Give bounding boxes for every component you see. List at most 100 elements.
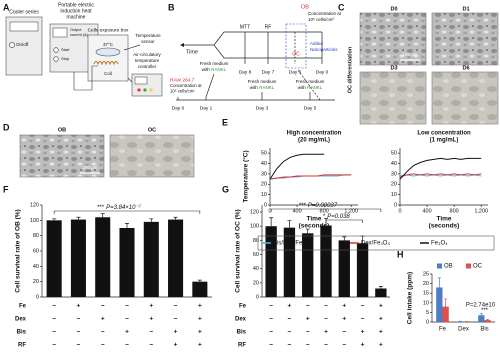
micrograph <box>431 12 499 66</box>
condition-mark: − <box>288 342 292 349</box>
micrograph <box>19 134 105 178</box>
error-bar <box>197 279 202 282</box>
cooler-display <box>9 21 39 32</box>
chart-title: High concentration <box>287 131 342 137</box>
condition-label: Bis <box>17 330 27 336</box>
panel-label: E <box>222 117 228 127</box>
panel-label: H <box>397 249 404 259</box>
error-bar <box>173 216 178 220</box>
y-tick-label: 0 <box>264 202 267 208</box>
condition-mark: + <box>306 316 310 323</box>
bar <box>356 243 369 297</box>
condition-mark: + <box>198 316 202 323</box>
chart-title: (20 mg/mL) <box>298 138 330 144</box>
label: RF <box>265 24 272 30</box>
condition-mark: + <box>324 329 328 336</box>
y-tick-label: 10 <box>423 300 429 306</box>
y-tick-label: 10 <box>261 192 267 198</box>
bar <box>320 225 332 297</box>
annotation: *** P=0.00037 <box>299 203 338 209</box>
machine-display <box>52 27 68 38</box>
label: Output <box>70 28 82 32</box>
label: 200 μm <box>82 165 97 170</box>
condition-mark: + <box>379 303 383 310</box>
label: OB <box>301 4 309 10</box>
x-tick-label: 1,200 <box>344 208 358 214</box>
indicator <box>143 88 147 92</box>
error-bar <box>444 298 448 315</box>
panel-label: C <box>338 2 345 12</box>
error-bar <box>305 228 310 234</box>
p-value: P=0.038 <box>327 214 350 220</box>
bracket <box>270 208 382 212</box>
x-tick-label: 800 <box>320 208 329 214</box>
label: Fresh medium <box>200 61 229 66</box>
y-tick-label: 0 <box>256 294 259 300</box>
condition-mark: + <box>198 329 202 336</box>
condition-mark: − <box>361 316 365 323</box>
label: OC <box>292 51 300 57</box>
label: Added <box>310 41 324 46</box>
significance: *** <box>299 203 307 209</box>
condition-mark: − <box>269 303 273 310</box>
legend-label: Bis/Dex/Fe₃O₄ <box>273 241 312 247</box>
p-value: P=3.84×10⁻⁷ <box>106 204 142 211</box>
y-tick-label: 80 <box>33 233 39 239</box>
condition-mark: + <box>101 316 105 323</box>
p-value: P=2.74e10 <box>466 302 496 308</box>
condition-mark: + <box>174 342 178 349</box>
significance: *** <box>481 308 489 314</box>
condition-label: RF <box>238 343 246 349</box>
annotation: *** P=3.84×10⁻⁷ <box>97 204 142 211</box>
label: D3 <box>390 65 397 71</box>
legend-swatch <box>466 263 471 269</box>
y-tick-label: 20 <box>253 280 259 286</box>
label: 10⁵ cells/cm² <box>170 89 195 94</box>
x-tick-label: Dex <box>458 327 469 333</box>
x-tick-label: 400 <box>292 208 301 214</box>
label: Cooler series <box>9 9 39 15</box>
bar <box>192 281 208 297</box>
condition-mark: − <box>324 342 328 349</box>
legend-label: Fe₃O₄ <box>431 241 448 247</box>
cable <box>127 77 133 83</box>
label: with RANKL <box>250 85 275 90</box>
y-tick-label: 40 <box>253 266 259 272</box>
label: RANKL <box>259 85 275 90</box>
label: machine <box>67 14 86 20</box>
y-tick-label: 0 <box>394 202 397 208</box>
bar <box>168 219 184 297</box>
label: RANKL <box>211 67 227 72</box>
condition-mark: − <box>269 342 273 349</box>
condition-label: RF <box>18 343 26 349</box>
bar <box>119 228 135 297</box>
error-bar <box>149 218 154 222</box>
label: Stop <box>61 56 70 61</box>
y-tick-label: 120 <box>250 210 259 216</box>
bracket <box>53 210 201 214</box>
condition-mark: − <box>52 316 56 323</box>
condition-label: Fe <box>239 304 247 310</box>
error-bar <box>287 220 292 228</box>
y-tick-label: 5 <box>426 310 429 316</box>
bar <box>457 321 464 322</box>
label: current (A) <box>70 33 89 37</box>
indicator <box>149 88 153 92</box>
label: Air-circulatory <box>133 52 161 57</box>
button <box>53 56 59 62</box>
condition-mark: − <box>306 303 310 310</box>
label: Day 8 <box>239 69 252 75</box>
y-tick-label: 0 <box>36 294 39 300</box>
condition-mark: − <box>174 303 178 310</box>
y-tick-label: 50 <box>261 151 267 157</box>
label: 10⁵ cells/cm² <box>308 17 334 22</box>
label: MTT <box>240 24 250 30</box>
label: D1 <box>462 6 469 12</box>
condition-mark: + <box>198 303 202 310</box>
condition-mark: − <box>174 316 178 323</box>
label: On/off <box>16 42 29 47</box>
error-bar <box>269 217 274 227</box>
label: Temperature <box>135 33 161 38</box>
bar <box>484 320 491 322</box>
condition-label: Dex <box>235 317 247 323</box>
